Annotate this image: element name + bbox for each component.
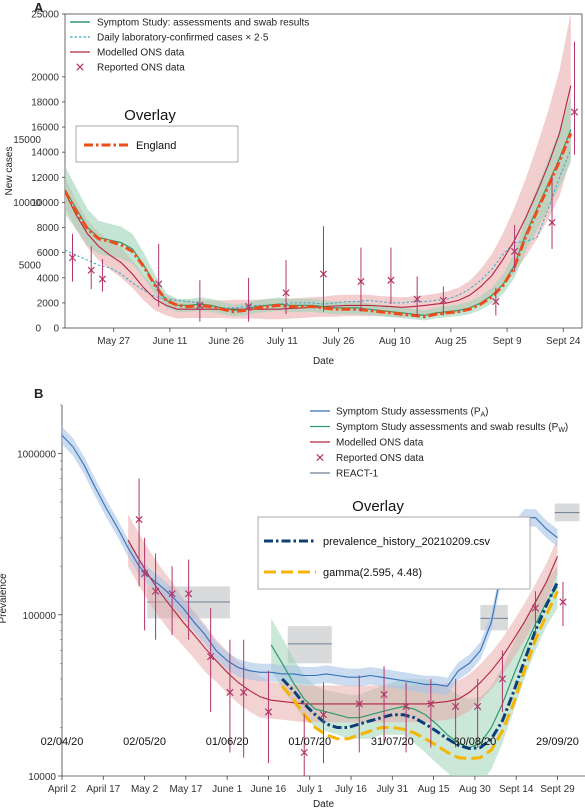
x-tick-label: Sept 14 xyxy=(499,784,534,795)
x-tick-label: Sept 24 xyxy=(546,336,581,347)
x-axis-title: Date xyxy=(313,799,335,810)
x-tick-label: July 31 xyxy=(376,784,408,795)
date-label: 02/05/20 xyxy=(123,736,166,748)
x-tick-label: June 16 xyxy=(251,784,287,795)
x-tick-label: Aug 15 xyxy=(418,784,450,795)
x-tick-label: April 17 xyxy=(86,784,120,795)
y-tick-label-secondary: 10000 xyxy=(13,198,41,209)
x-tick-label: April 2 xyxy=(48,784,77,795)
x-tick-label: July 26 xyxy=(323,336,355,347)
x-tick-label: July 1 xyxy=(297,784,324,795)
panel-b-label: B xyxy=(34,386,43,401)
date-label: 30/08/20 xyxy=(453,736,496,748)
x-tick-label: Aug 30 xyxy=(459,784,491,795)
y-tick-label: 8000 xyxy=(37,223,60,234)
y-tick-label: 16000 xyxy=(31,123,59,134)
legend-label-text: REACT-1 xyxy=(336,469,379,480)
y-tick-label-secondary: 0 xyxy=(35,324,41,335)
y-tick-label: 18000 xyxy=(31,97,59,108)
x-tick-label: Aug 10 xyxy=(379,336,411,347)
y-tick-label: 20000 xyxy=(31,72,59,83)
x-tick-label: May 17 xyxy=(169,784,202,795)
y-tick-label: 2000 xyxy=(37,298,60,309)
legend-label: Symptom Study assessments and swab resul… xyxy=(336,422,568,434)
date-label: 02/04/20 xyxy=(41,736,84,748)
y-tick-label: 14000 xyxy=(31,148,59,159)
y-tick-label: 0 xyxy=(53,324,59,335)
x-tick-label: June 11 xyxy=(152,336,187,347)
date-label: 31/07/20 xyxy=(371,736,414,748)
panel-b-legend: Symptom Study assessments (PA)Symptom St… xyxy=(310,407,568,480)
legend-label: Daily laboratory-confirmed cases × 2·5 xyxy=(97,33,269,44)
x-axis-title: Date xyxy=(313,356,335,367)
x-tick-label: May 2 xyxy=(131,784,159,795)
x-tick-label: June 1 xyxy=(212,784,242,795)
y-tick-label-secondary: 15000 xyxy=(13,135,41,146)
x-tick-label: June 26 xyxy=(208,336,244,347)
y-axis-title: Prevalence xyxy=(0,573,9,623)
react1-band xyxy=(288,626,332,663)
y-tick-label: 100000 xyxy=(23,611,57,622)
y-tick-label: 6000 xyxy=(37,248,60,259)
legend-label: Modelled ONS data xyxy=(336,438,424,449)
overlay-title: Overlay xyxy=(352,498,404,515)
y-tick-label: 12000 xyxy=(31,173,59,184)
y-tick-label: 1000000 xyxy=(17,450,56,461)
x-tick-label: Sept 9 xyxy=(493,336,522,347)
panel-a: A 0 2000 4000 6000 8000 10000 12000 14000 16000 18… xyxy=(4,0,582,367)
x-tick-label: May 27 xyxy=(97,336,130,347)
x-tick-label: Sept 29 xyxy=(540,784,575,795)
overlay-legend-label: England xyxy=(136,140,176,152)
overlay-legend-label: gamma(2.595, 4.48) xyxy=(323,567,422,579)
y-tick-label: 25000 xyxy=(31,10,59,21)
y-tick-label: 4000 xyxy=(37,273,60,284)
x-tick-label: Aug 25 xyxy=(435,336,467,347)
legend-label-suffix: ) xyxy=(565,422,568,433)
panel-b-plot-area xyxy=(62,427,579,811)
legend-label: Reported ONS data xyxy=(97,63,185,74)
y-tick-label-secondary: 5000 xyxy=(19,261,42,272)
legend-label-text: Modelled ONS data xyxy=(336,438,424,449)
legend-label-suffix: ) xyxy=(485,407,488,418)
y-tick-label: 10000 xyxy=(28,772,56,783)
legend-label: Symptom Study assessments (PA) xyxy=(336,407,489,419)
legend-label: Modelled ONS data xyxy=(97,48,185,59)
overlay-title: Overlay xyxy=(124,107,176,124)
panel-b-overlay: Overlay prevalence_history_20210209.csvga… xyxy=(258,498,530,589)
legend-label: Reported ONS data xyxy=(336,453,424,464)
x-tick-label: July 16 xyxy=(335,784,367,795)
panel-b: B 10000 100000 1000000 April 2 April 17 May 2 M… xyxy=(0,386,585,811)
legend-label: REACT-1 xyxy=(336,469,379,480)
legend-label-text: Symptom Study assessments and swab resul… xyxy=(336,422,559,433)
legend-label-text: Reported ONS data xyxy=(336,453,424,464)
legend-label: Symptom Study: assessments and swab resu… xyxy=(97,18,309,29)
legend-label-text: Symptom Study assessments (P xyxy=(336,407,481,418)
date-label: 01/06/20 xyxy=(206,736,249,748)
overlay-legend-label: prevalence_history_20210209.csv xyxy=(323,536,490,548)
date-label: 29/09/20 xyxy=(536,736,579,748)
x-tick-label: July 11 xyxy=(267,336,298,347)
date-label: 01/07/20 xyxy=(288,736,331,748)
y-axis-title: New cases xyxy=(4,147,15,196)
legend-swatch-reported-ons xyxy=(317,454,323,460)
